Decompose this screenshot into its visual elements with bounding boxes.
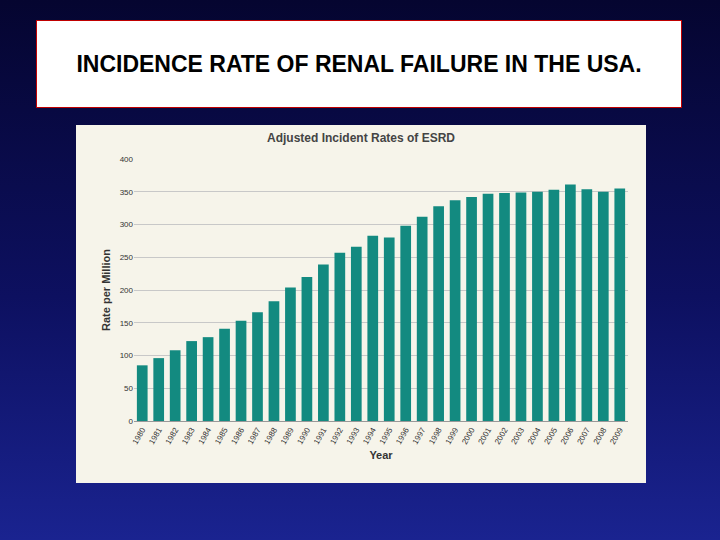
svg-text:1984: 1984 — [197, 426, 214, 446]
svg-text:2003: 2003 — [509, 426, 526, 446]
svg-text:1998: 1998 — [427, 426, 444, 446]
svg-text:2008: 2008 — [592, 426, 609, 446]
svg-text:1993: 1993 — [345, 426, 362, 446]
svg-text:250: 250 — [120, 253, 134, 262]
svg-text:1990: 1990 — [295, 426, 312, 446]
svg-text:1992: 1992 — [328, 426, 345, 446]
svg-text:150: 150 — [120, 319, 134, 328]
svg-text:300: 300 — [120, 220, 134, 229]
svg-text:2001: 2001 — [477, 426, 494, 446]
svg-text:Rate per Million: Rate per Million — [100, 249, 112, 331]
svg-text:1988: 1988 — [262, 426, 279, 446]
svg-text:50: 50 — [124, 384, 133, 393]
svg-text:400: 400 — [120, 155, 134, 164]
svg-text:0: 0 — [129, 417, 134, 426]
svg-text:100: 100 — [120, 351, 134, 360]
svg-text:1986: 1986 — [230, 426, 247, 446]
svg-text:2007: 2007 — [575, 426, 592, 446]
svg-text:2006: 2006 — [559, 426, 576, 446]
svg-text:2002: 2002 — [493, 426, 510, 446]
svg-text:1997: 1997 — [411, 426, 428, 446]
html-text:INCIDENCE RATE OF RENAL FAILUR: INCIDENCE RATE OF RENAL FAILURE IN THE U… — [76, 50, 642, 77]
svg-text:Adjusted Incident Rates of ESR: Adjusted Incident Rates of ESRD — [267, 131, 455, 145]
svg-text:1994: 1994 — [361, 426, 378, 446]
svg-text:1996: 1996 — [394, 426, 411, 446]
svg-text:1989: 1989 — [279, 426, 296, 446]
svg-text:350: 350 — [120, 188, 134, 197]
svg-text:200: 200 — [120, 286, 134, 295]
svg-text:2004: 2004 — [526, 426, 543, 446]
svg-text:1981: 1981 — [147, 426, 164, 446]
svg-text:1983: 1983 — [180, 426, 197, 446]
svg-text:1980: 1980 — [131, 426, 148, 446]
svg-text:1985: 1985 — [213, 426, 230, 446]
svg-text:1991: 1991 — [312, 426, 329, 446]
svg-text:1999: 1999 — [444, 426, 461, 446]
svg-text:2009: 2009 — [608, 426, 625, 446]
svg-text:1982: 1982 — [164, 426, 181, 446]
svg-text:Year: Year — [369, 449, 393, 461]
svg-text:2000: 2000 — [460, 426, 477, 446]
svg-text:2005: 2005 — [542, 426, 559, 446]
svg-text:1987: 1987 — [246, 426, 263, 446]
svg-text:1995: 1995 — [378, 426, 395, 446]
